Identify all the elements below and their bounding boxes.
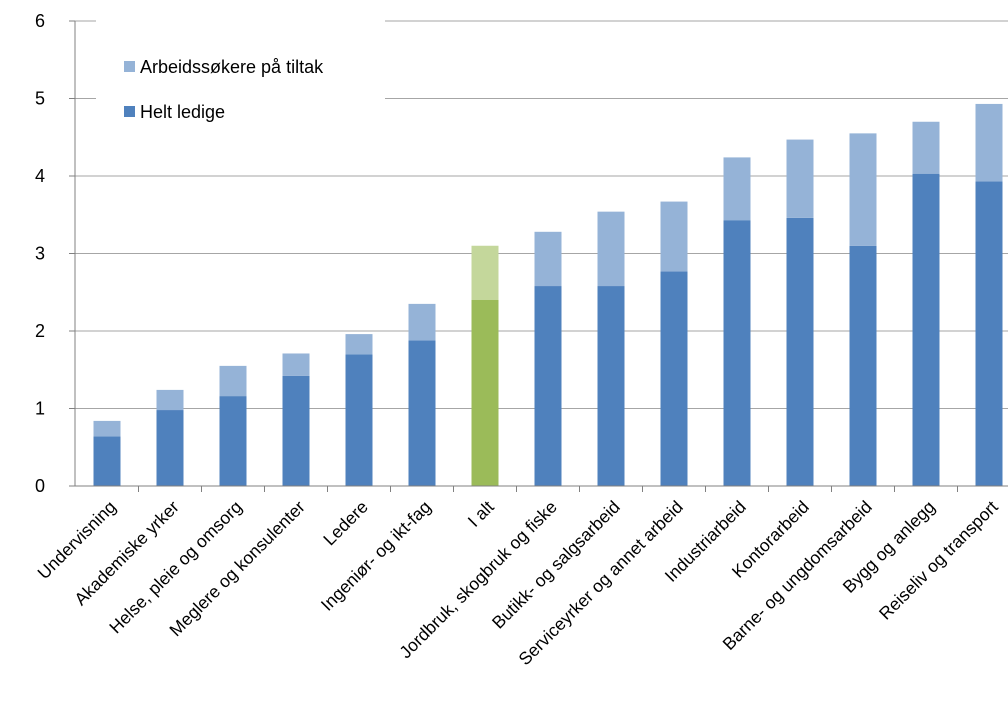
y-tick-label: 3: [35, 244, 45, 264]
bar-segment-tiltak: [219, 365, 247, 397]
y-tick-label: 5: [35, 89, 45, 109]
legend-label: Helt ledige: [140, 102, 225, 122]
y-tick-label: 4: [35, 166, 45, 186]
bar-segment-helt-ledige: [660, 271, 688, 486]
legend-swatch: [124, 61, 135, 72]
y-tick-label: 1: [35, 399, 45, 419]
bar-segment-helt-ledige: [471, 300, 499, 486]
bar-segment-tiltak: [975, 103, 1003, 182]
bar-segment-tiltak: [786, 139, 814, 218]
bar-segment-helt-ledige: [408, 340, 436, 486]
legend: Arbeidssøkere på tiltak Helt ledige: [124, 57, 324, 122]
bar-segment-tiltak: [93, 420, 121, 437]
bar-segment-helt-ledige: [786, 217, 814, 486]
x-category-label: I alt: [464, 497, 498, 531]
bar-segment-helt-ledige: [219, 396, 247, 486]
bar-segment-tiltak: [849, 133, 877, 246]
y-tick-label: 6: [35, 11, 45, 31]
bar-segment-tiltak: [408, 303, 436, 341]
bar-segment-helt-ledige: [93, 436, 121, 486]
bar-segment-helt-ledige: [534, 286, 562, 486]
x-category-label: Ingeniør- og ikt-fag: [317, 497, 435, 615]
y-tick-label: 0: [35, 476, 45, 496]
bar-segment-tiltak: [723, 157, 751, 221]
bar-segment-tiltak: [534, 231, 562, 287]
bar-segment-helt-ledige: [849, 245, 877, 486]
bar-segment-tiltak: [345, 334, 373, 355]
bar-segment-tiltak: [597, 211, 625, 287]
bar-segment-tiltak: [282, 353, 310, 376]
bar-segment-helt-ledige: [156, 410, 184, 486]
bar-segment-helt-ledige: [723, 220, 751, 487]
bar-segment-helt-ledige: [912, 173, 940, 487]
bar-segment-tiltak: [156, 389, 184, 411]
bars: [93, 103, 1003, 487]
bar-segment-helt-ledige: [597, 286, 625, 486]
y-tick-label: 2: [35, 321, 45, 341]
legend-label: Arbeidssøkere på tiltak: [140, 57, 324, 77]
x-category-label: Akademiske yrker: [70, 497, 183, 610]
bar-segment-helt-ledige: [975, 181, 1003, 487]
bar-segment-tiltak: [471, 245, 499, 300]
x-category-label: Ledere: [319, 497, 372, 550]
legend-swatch: [124, 106, 135, 117]
bar-segment-tiltak: [660, 201, 688, 272]
bar-segment-helt-ledige: [345, 354, 373, 486]
x-category-label: Reiseliv og transport: [875, 497, 1002, 624]
bar-segment-helt-ledige: [282, 375, 310, 486]
bar-segment-tiltak: [912, 121, 940, 174]
